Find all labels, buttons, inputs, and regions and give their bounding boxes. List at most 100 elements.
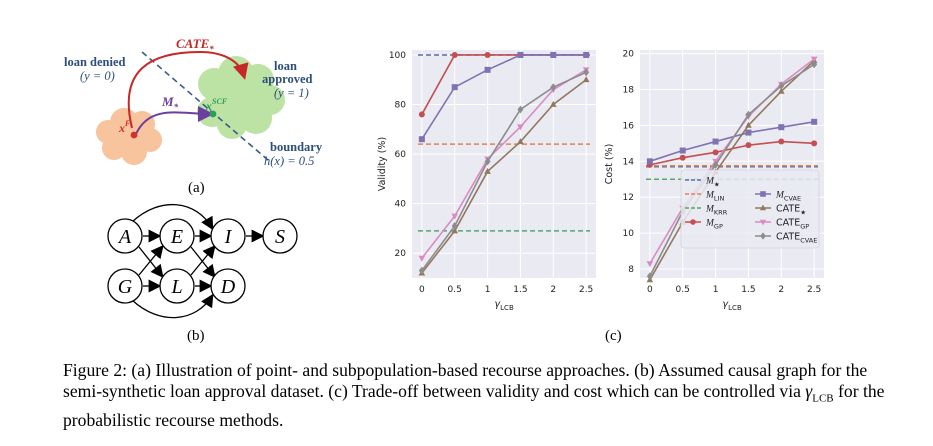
x-axis-label-base: γ [722, 299, 729, 310]
series-line-CATE★ [649, 60, 815, 281]
panel-a-label: (a) [188, 180, 205, 196]
legend-box [680, 169, 820, 249]
x-tick-label: 2 [778, 285, 784, 295]
node-S-circle [262, 218, 298, 254]
legend-label-sub: CVAE [800, 237, 817, 245]
series-line-MCVAE [421, 54, 587, 140]
y-tick-label: 14 [623, 157, 635, 167]
legend-label-base: M [705, 177, 715, 187]
panel-b: A E I S G L D (b) [107, 203, 298, 344]
data-point-MGP [418, 111, 425, 118]
figure-caption: Figure 2: (a) Illustration of point- and… [63, 360, 893, 431]
data-point-CATECVAE [418, 266, 425, 275]
data-point-CATE★ [549, 100, 557, 107]
cate-label-sub: * [209, 44, 214, 54]
x-tick-label: 0.5 [448, 285, 462, 295]
panel-c-label: (c) [605, 328, 622, 344]
node-L-label: L [170, 276, 182, 298]
data-point-MCVAE [418, 136, 425, 143]
caption-text-1: Figure 2: (a) Illustration of point- and… [63, 360, 868, 401]
legend-marker-MGP [690, 219, 696, 225]
data-point-CATEGP [646, 261, 654, 268]
x-axis-label-sub: LCB [728, 304, 742, 312]
cate-label: CATE* [176, 36, 214, 54]
y1-label: (y = 1) [274, 86, 309, 100]
y-tick-label: 18 [623, 85, 635, 95]
x-tick-label: 1.5 [513, 285, 527, 295]
legend-label-base: CATE [776, 232, 800, 243]
node-A-circle [107, 218, 143, 254]
data-point-MCVAE [679, 147, 686, 154]
x-tick-label: 1.5 [741, 285, 755, 295]
y-tick-label: 10 [623, 229, 635, 239]
data-point-CATECVAE [583, 68, 590, 77]
data-point-CATECVAE [517, 105, 524, 114]
xSCF-point [209, 110, 217, 118]
legend-label-MLIN: MLIN [705, 191, 724, 203]
h-eq-label: h(x) = 0.5 [264, 154, 314, 168]
y-axis-label: Cost (%) [604, 144, 615, 185]
data-point-MCVAE [484, 66, 491, 73]
xSCF-label-sup: SCF [212, 97, 228, 106]
y-tick-label: 20 [395, 249, 407, 259]
panel-a: loan denied (y = 0) loan approved (y = 1… [64, 36, 323, 196]
data-point-CATECVAE [778, 82, 785, 90]
series-line-CATEGP [421, 69, 587, 259]
data-point-MGP [778, 138, 785, 145]
data-point-MCVAE [778, 124, 785, 131]
legend-label-sub: LIN [714, 195, 725, 203]
data-point-MCVAE [517, 51, 524, 58]
node-L-circle [159, 268, 195, 304]
data-point-CATE★ [745, 121, 752, 128]
xF-label-base: x [118, 121, 125, 135]
data-point-MCVAE [712, 138, 719, 145]
legend-label-sub: GP [714, 223, 723, 231]
x-tick-label: 0.5 [676, 285, 690, 295]
xF-label-sup: F [124, 119, 131, 128]
x-tick-label: 2.5 [579, 285, 593, 295]
graph-edges [131, 203, 265, 319]
legend-label-base: M [705, 191, 715, 201]
loan-denied-label: loan denied [64, 55, 126, 69]
data-point-MGP [679, 154, 686, 161]
data-point-CATE★ [582, 76, 590, 83]
node-I-label: I [224, 226, 233, 248]
legend-label-base: CATE [776, 204, 800, 215]
node-D-circle [210, 268, 246, 304]
data-point-MCVAE [646, 158, 653, 165]
legend-label-CATE★: CATE★ [776, 204, 806, 217]
y-tick-label: 60 [395, 150, 407, 160]
data-point-CATEGP [810, 56, 818, 63]
legend-label-M★: M★ [705, 177, 720, 189]
y-tick-label: 100 [389, 51, 406, 61]
series-line-CATE★ [421, 79, 587, 274]
data-point-CATECVAE [811, 60, 818, 69]
series-line-CATECVAE [649, 63, 815, 277]
node-E-circle [159, 218, 195, 254]
legend-label-CATEGP: CATEGP [776, 218, 809, 231]
data-point-MGP [451, 51, 458, 58]
x-axis-label-base: γ [494, 299, 501, 310]
series-line-CATECVAE [421, 71, 587, 272]
y-axis-label: Validity (%) [377, 137, 388, 191]
y-tick-label: 12 [623, 193, 634, 203]
boundary-label: boundary [270, 140, 323, 154]
legend-label-base: M [775, 191, 785, 201]
loan-approved-label-1: loan [274, 59, 297, 73]
legend-label-CATECVAE: CATECVAE [776, 232, 817, 245]
cate-label-base: CATE [176, 36, 210, 51]
x-axis-label: γLCB [722, 299, 742, 312]
node-I-circle [210, 218, 246, 254]
y-tick-label: 80 [395, 101, 407, 111]
legend-label-sub: ★ [800, 209, 806, 217]
xSCF-label: xSCF [205, 97, 228, 113]
data-point-CATECVAE [484, 157, 491, 166]
legend-label-sub: GP [800, 223, 809, 231]
legend-label-base: M [705, 205, 715, 215]
caption-gamma-sub: LCB [812, 392, 834, 405]
legend-label-MKRR: MKRR [705, 205, 728, 217]
y-tick-label: 40 [395, 200, 407, 210]
data-point-MCVAE [745, 129, 752, 136]
data-point-MCVAE [583, 51, 590, 58]
x-tick-label: 1 [485, 285, 491, 295]
